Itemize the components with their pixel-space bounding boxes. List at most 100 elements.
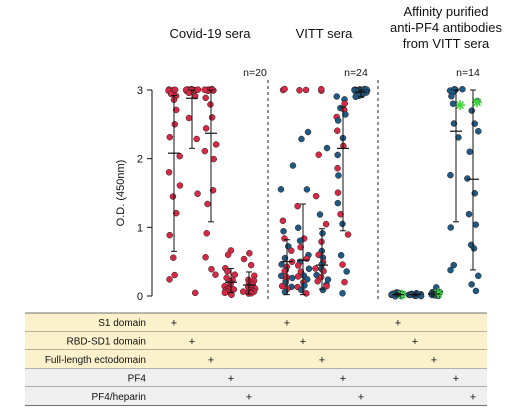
data-point <box>185 114 193 122</box>
data-point <box>352 93 359 101</box>
data-point <box>281 85 288 93</box>
group-separators <box>267 80 379 302</box>
data-point <box>417 292 425 300</box>
group-titles: Covid-19 sera n=20 VITT sera n=24 Affinity p… <box>170 4 503 79</box>
data-point <box>322 220 330 228</box>
data-point <box>344 231 352 238</box>
data-point <box>316 211 324 218</box>
data-point <box>448 92 455 100</box>
data-point <box>208 265 215 273</box>
data-point <box>447 266 454 274</box>
y-tick-label: 1 <box>137 222 143 234</box>
data-point <box>210 155 217 163</box>
plus-mark: + <box>208 354 214 366</box>
plus-mark: + <box>246 391 252 403</box>
data-point <box>339 290 346 297</box>
error-bar <box>243 271 255 295</box>
data-point <box>185 89 193 97</box>
error-bar <box>337 106 349 232</box>
data-point <box>176 182 184 189</box>
data-point <box>339 261 346 268</box>
condition-row: RBD-SD1 domain + + + <box>25 331 487 351</box>
plus-mark: + <box>395 317 401 329</box>
n-label: n=24 <box>344 67 368 79</box>
plus-mark: + <box>189 336 195 348</box>
data-point <box>475 128 482 135</box>
data-point <box>202 94 209 102</box>
group-title: Covid-19 sera <box>170 26 252 41</box>
data-point <box>319 286 327 294</box>
data-point <box>224 251 232 259</box>
data-point <box>170 254 177 261</box>
data-point <box>172 209 180 217</box>
data-point <box>317 85 325 93</box>
data-point <box>312 192 320 200</box>
data-point <box>212 141 220 148</box>
data-points <box>165 85 482 300</box>
data-point <box>468 281 475 288</box>
data-point <box>288 247 295 254</box>
error-bar <box>168 94 180 252</box>
data-point <box>470 245 478 252</box>
data-point <box>202 254 209 261</box>
plus-mark: + <box>453 373 459 385</box>
data-point <box>303 186 311 193</box>
data-point <box>239 288 247 295</box>
group-title: Affinity purified <box>403 4 488 19</box>
data-point <box>231 271 239 278</box>
group-title: VITT sera <box>296 26 354 41</box>
error-bar <box>392 292 404 297</box>
green-marker <box>472 97 482 108</box>
plus-mark: + <box>228 373 234 385</box>
data-point <box>202 125 210 132</box>
data-point <box>304 128 312 136</box>
data-point <box>333 93 340 100</box>
data-point <box>194 86 202 93</box>
data-point <box>280 228 287 235</box>
data-point <box>171 271 178 279</box>
plus-mark: + <box>358 391 364 403</box>
data-point <box>459 85 466 93</box>
data-point <box>166 276 173 283</box>
data-point <box>289 162 297 169</box>
error-bars <box>168 89 479 297</box>
error-bar <box>205 89 217 223</box>
data-point <box>298 135 305 143</box>
data-point <box>172 106 180 114</box>
plus-mark: + <box>319 354 325 366</box>
row-band <box>25 387 487 406</box>
data-point <box>203 230 210 237</box>
y-tick-label: 0 <box>137 291 143 303</box>
error-bar <box>316 228 328 290</box>
data-point <box>450 120 458 127</box>
data-point <box>342 111 349 118</box>
row-label: RBD-SD1 domain <box>67 336 146 347</box>
plus-mark: + <box>431 354 437 366</box>
error-bar <box>409 293 421 297</box>
data-point <box>176 152 183 160</box>
data-point <box>201 147 209 155</box>
plus-mark: + <box>412 336 418 348</box>
condition-row: PF4 + + + <box>25 368 487 388</box>
data-point <box>171 121 179 128</box>
data-point <box>209 187 217 194</box>
data-point <box>204 200 211 208</box>
data-point <box>246 250 253 257</box>
data-point <box>341 278 348 286</box>
plus-mark: + <box>284 317 290 329</box>
data-point <box>337 210 344 218</box>
data-point <box>278 282 286 290</box>
data-point <box>208 114 216 121</box>
row-label: Full-length ectodomain <box>45 355 146 366</box>
data-point <box>279 217 287 225</box>
error-bar <box>355 89 367 98</box>
data-point <box>334 199 342 207</box>
error-bar <box>450 89 462 223</box>
condition-row: PF4/heparin + + + <box>25 387 487 406</box>
plus-mark: + <box>470 391 476 403</box>
data-point <box>320 267 327 275</box>
data-point <box>447 171 454 179</box>
data-point <box>193 135 200 143</box>
data-point <box>333 127 341 134</box>
data-point <box>312 265 319 272</box>
